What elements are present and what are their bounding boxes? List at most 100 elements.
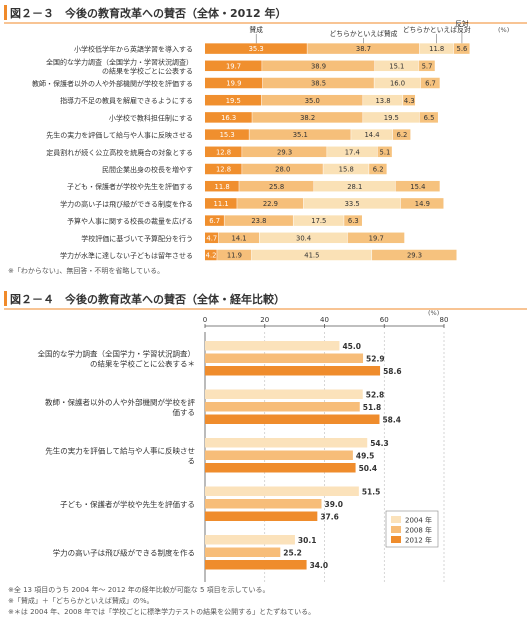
chart1-data-label: 15.4 [410, 183, 425, 191]
chart1-bar-segment [205, 146, 242, 158]
chart1-bar-segment [347, 232, 405, 244]
chart1-bar-segment [239, 180, 314, 192]
chart1-data-label: 35.0 [305, 97, 320, 105]
chart2-data-label: 50.4 [359, 464, 378, 473]
chart1-data-label: 15.8 [339, 166, 354, 174]
chart2-data-label: 51.5 [362, 488, 381, 497]
chart1-bar-segment [217, 249, 252, 261]
chart1-bar-segment [419, 112, 438, 123]
chart1-note: ※「わからない」、無回答・不明を省略している。 [8, 266, 164, 275]
chart1-data-label: 15.3 [220, 131, 235, 139]
chart1-data-label: 38.7 [356, 45, 371, 53]
chart1-data-label: 38.5 [311, 80, 326, 88]
chart2-legend-swatch [391, 526, 401, 533]
chart1-bar-segment [205, 60, 262, 72]
chart1-data-label: 17.4 [345, 148, 360, 156]
chart1-bar-segment [369, 163, 387, 175]
chart1-bar-segment [303, 198, 401, 209]
chart1-bar-segment [205, 129, 249, 140]
chart2-category-label: 価する [173, 407, 196, 417]
chart1-bar-segment [403, 94, 416, 106]
chart1-category-label: 学校評価に基づいて予算配分を行う [81, 234, 193, 243]
chart2-data-label: 30.1 [298, 536, 317, 545]
chart2-bar [205, 366, 381, 376]
chart1-bar-segment [224, 215, 293, 226]
chart1-bar-segment [218, 232, 260, 244]
chart2-bar [205, 511, 318, 521]
chart1-bar-segment [327, 146, 378, 158]
chart1-category-labels: 小学校低学年から英語学習を導入する全国的な学力調査（全国学力・学習状況調査）の結… [32, 45, 193, 260]
chart1-bar-segment [344, 215, 362, 226]
chart1-bars: 35.3 38.7 11.8 5.6 19.7 38.9 15.1 5.7 19.9 38.5 16… [205, 43, 470, 261]
chart2-category-label: 子ども・保護者が学校や先生を評価する [60, 499, 195, 509]
chart1-bar-segment [392, 129, 411, 140]
chart1-data-label: 35.3 [249, 45, 264, 53]
chart1-bar-segment [363, 112, 420, 123]
chart1-bar-segment [363, 94, 403, 106]
chart2-bar [205, 499, 322, 509]
chart1-data-label: 38.9 [311, 62, 326, 70]
chart1-bar-segment [252, 112, 363, 123]
chart1-bar-segment [205, 77, 263, 89]
chart1-data-label: 12.8 [216, 148, 231, 156]
chart1-bar-segment [205, 94, 262, 106]
chart2-legend-swatch [391, 536, 401, 543]
chart1-bar-segment [205, 198, 237, 209]
chart1-data-label: 41.5 [304, 252, 319, 260]
chart1-bar-segment [205, 43, 307, 54]
chart2-note-3: ※＊は 2004 年、2008 年では「学校ごとに標準学力テストの結果を公開する… [8, 607, 315, 616]
chart2-bars: 45.0 52.9 58.6 52.8 51.858.4 54.3 49.5 50.4 51.5… [205, 341, 402, 570]
chart2-data-label: 51.8 [363, 403, 382, 412]
chart1-data-label: 5.7 [422, 62, 433, 70]
chart2-tick-label: 40 [320, 316, 329, 324]
chart2-tick-label: 20 [260, 316, 269, 324]
chart2-category-label: 学力の高い子は飛び級ができる制度を作る [53, 547, 195, 557]
chart2-legend-label: 2008 年 [405, 526, 432, 535]
chart2-bar [205, 450, 353, 460]
chart1-bar-segment [307, 43, 420, 54]
chart1-bar-segment [400, 198, 444, 209]
chart1-data-label: 11.1 [214, 200, 229, 208]
chart2-bar [205, 535, 295, 545]
chart1-bar-segment [372, 249, 457, 261]
chart1-bar-segment [374, 60, 419, 72]
chart1-category-label: 小学校低学年から英語学習を導入する [74, 45, 193, 54]
chart1-title-marker [4, 5, 7, 20]
chart1-data-label: 11.8 [429, 45, 444, 53]
chart1-bar-segment [395, 180, 440, 192]
chart2-legend-swatch [391, 516, 401, 523]
chart2-tick-label: 60 [380, 316, 389, 324]
chart1-data-label: 29.3 [277, 148, 292, 156]
chart1-data-label: 6.7 [209, 217, 220, 225]
chart1-data-label: 6.7 [425, 80, 436, 88]
chart1-unit: (%) [498, 26, 509, 34]
chart1-data-label: 30.4 [296, 234, 311, 242]
chart1-category-label: の結果を学校ごとに公表する [102, 66, 193, 75]
chart1-bar-segment [420, 77, 440, 89]
chart1-bar-segment [351, 129, 393, 140]
chart1-bar-segment [205, 163, 242, 175]
chart2-data-label: 52.8 [366, 391, 385, 400]
chart1-category-label: 定員割れが続く公立高校を統廃合の対象とする [46, 148, 193, 157]
chart2-data-label: 37.6 [320, 513, 339, 522]
chart1-bar-segment [205, 232, 219, 244]
chart1-data-label: 16.0 [390, 80, 405, 88]
chart2-data-label: 34.0 [310, 561, 329, 570]
chart1-data-label: 4.3 [404, 97, 415, 105]
chart1-bar-segment [323, 163, 369, 175]
chart1-data-label: 5.6 [457, 45, 468, 53]
chart2-note-2: ※「賛成」＋「どちらかといえば賛成」の%。 [8, 596, 154, 605]
chart2-bar [205, 486, 359, 496]
chart1-category-label: 学力が水準に達しない子どもは留年させる [60, 251, 193, 260]
chart2-tick-label: 80 [440, 316, 449, 324]
chart2-title-marker [4, 291, 7, 306]
chart2: 図２－４ 今後の教育改革への賛否（全体・経年比較） (%) 0 20 40 60 80 … [4, 291, 527, 616]
chart2-legend-label: 2012 年 [405, 536, 432, 545]
chart1-data-label: 12.8 [216, 166, 231, 174]
chart2-category-label: の結果を学校ごとに公表する＊ [90, 358, 195, 368]
chart2-bar [205, 389, 363, 399]
chart2-data-label: 49.5 [356, 452, 375, 461]
chart1-category-label: 予算や人事に関する校長の裁量を広げる [67, 217, 193, 226]
